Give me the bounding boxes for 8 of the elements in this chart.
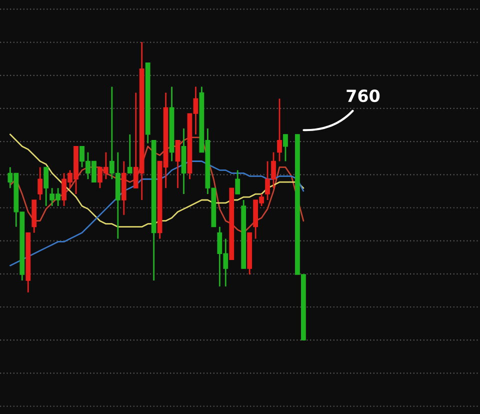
- candlestick: [38, 166, 43, 201]
- candlestick: [175, 140, 180, 189]
- text: 760: [346, 90, 380, 102]
- candlestick: [283, 134, 288, 162]
- candlestick: [235, 169, 240, 195]
- candlestick: [44, 166, 49, 207]
- candlestick: [277, 98, 282, 162]
- candlestick: [127, 134, 132, 174]
